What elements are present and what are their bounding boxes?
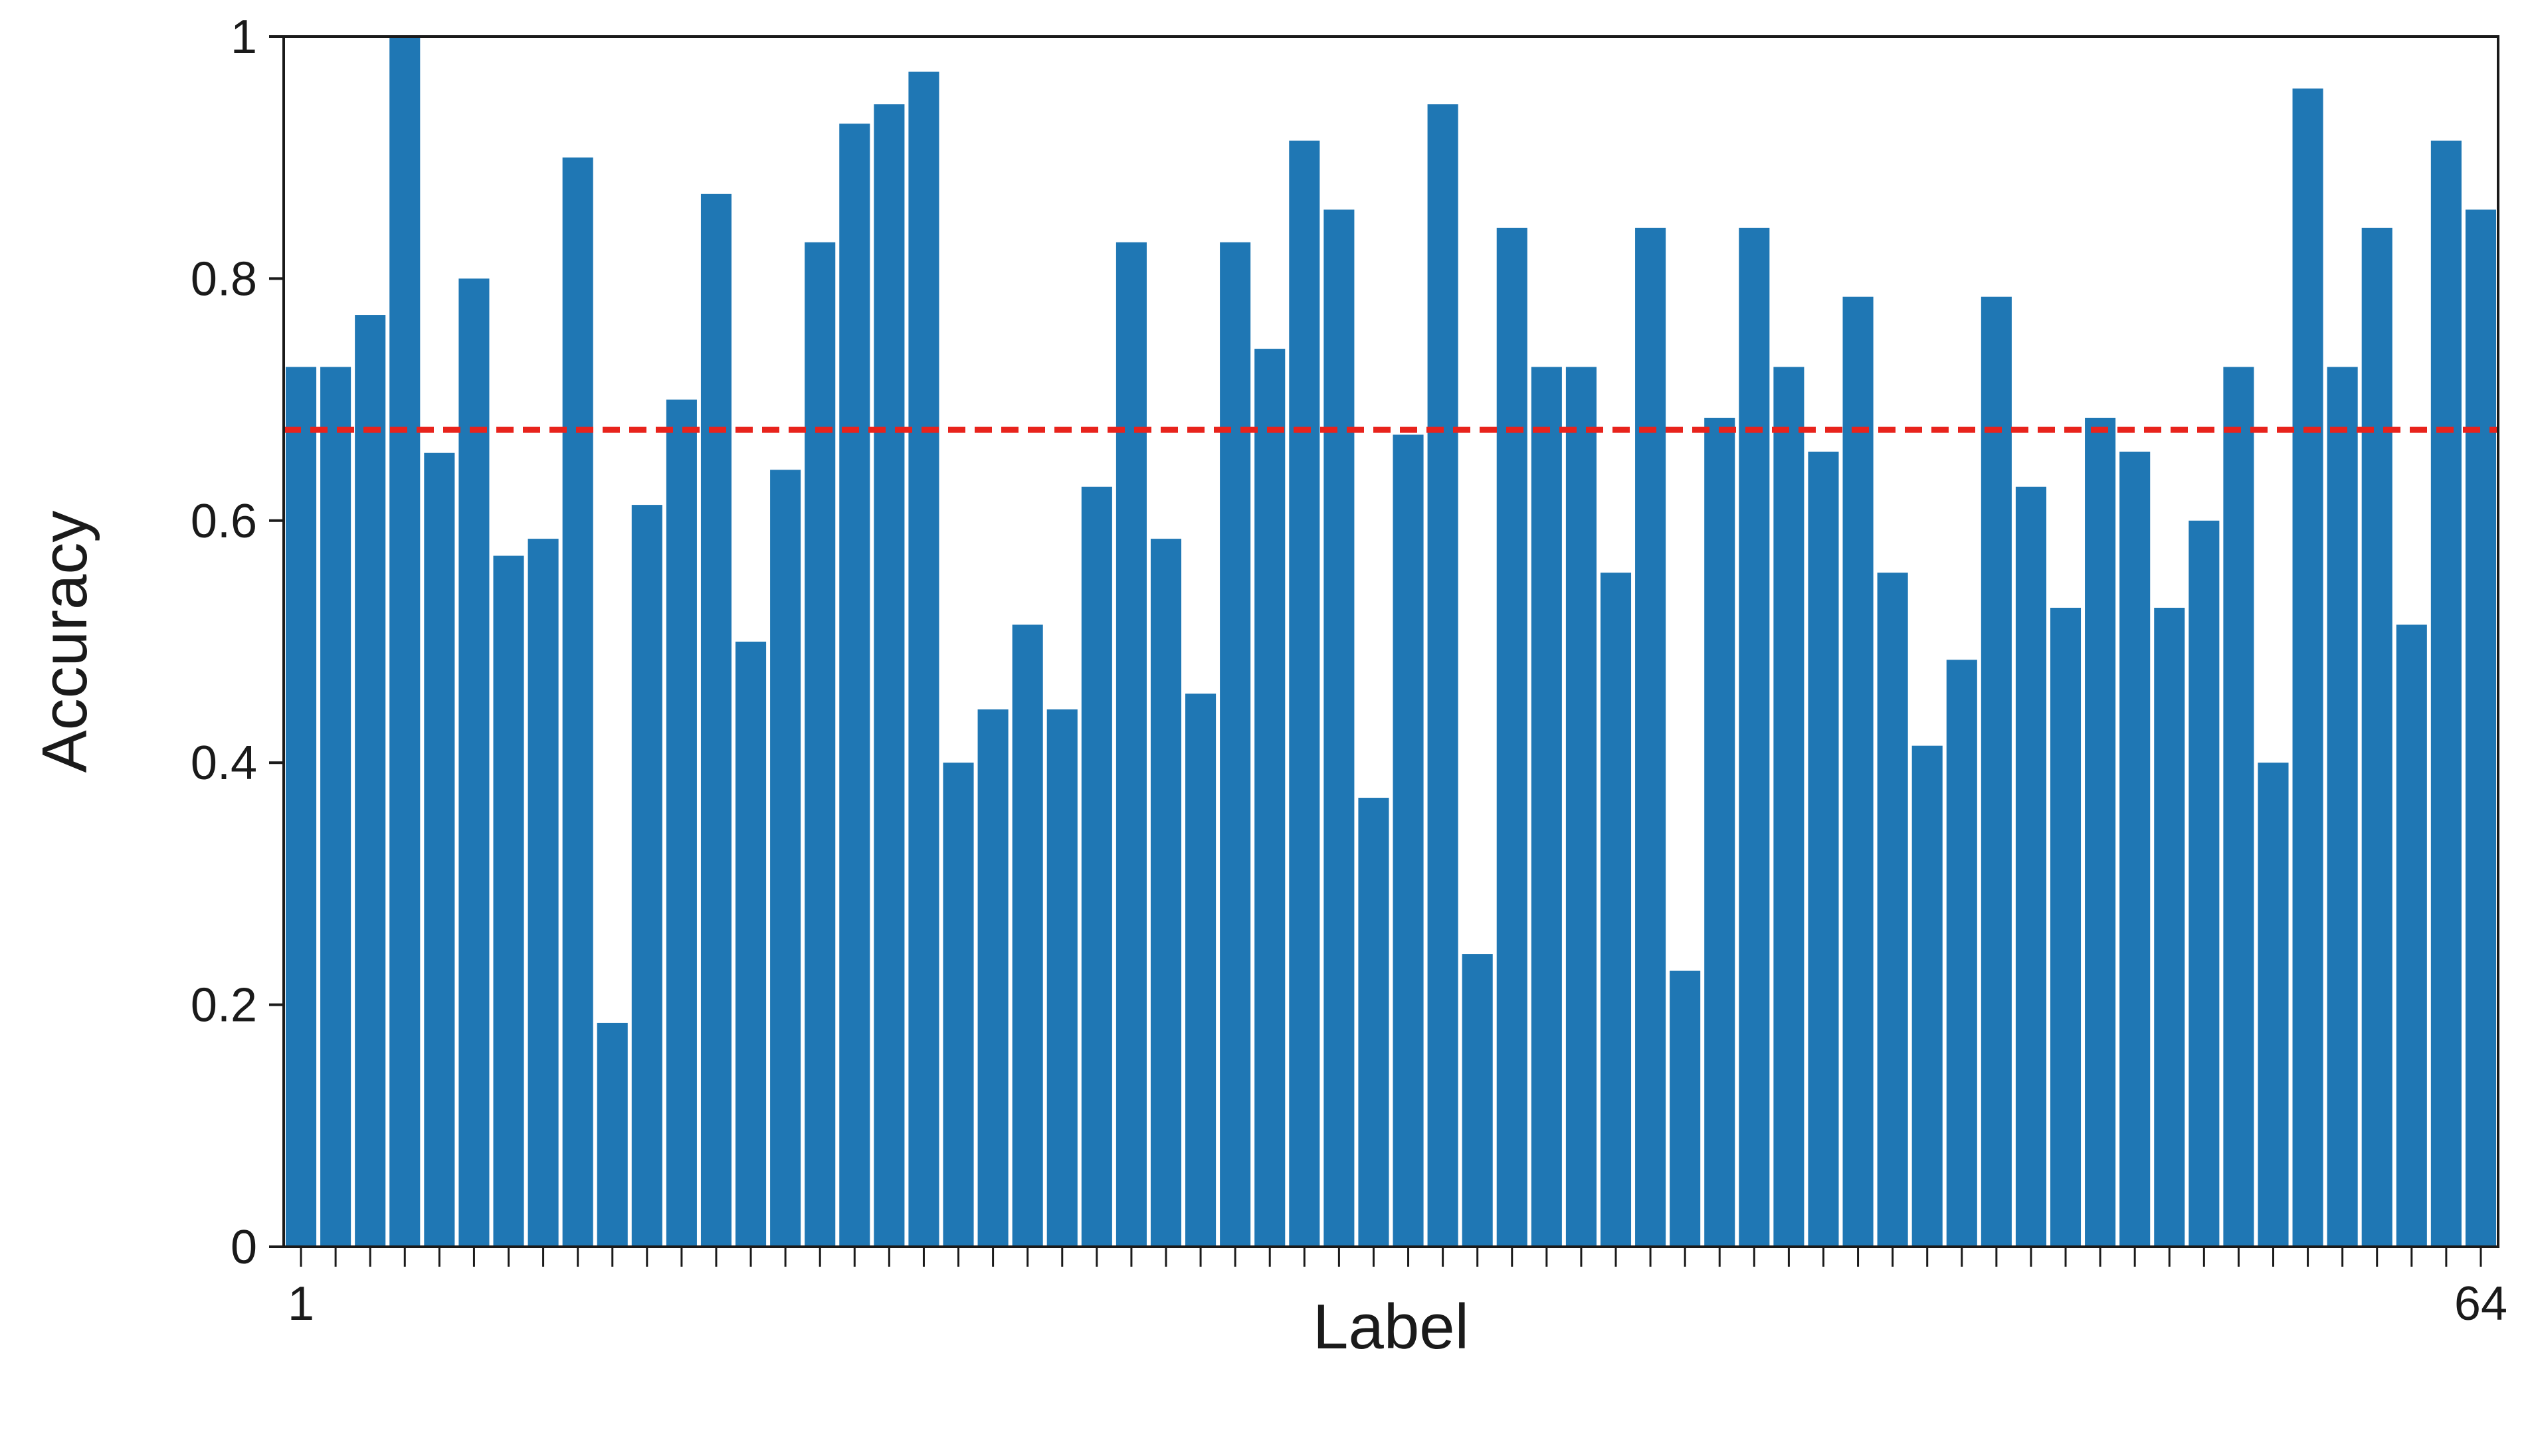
bar-label-20 [943,763,974,1247]
bar-label-43 [1739,227,1770,1247]
bar-label-2 [320,367,351,1247]
x-tick-label: 1 [288,1277,314,1330]
bars-layer [286,37,2496,1247]
bar-label-41 [1670,970,1701,1247]
x-tick-label: 64 [2454,1277,2507,1330]
bar-label-16 [805,242,836,1247]
bar-label-37 [1531,367,1562,1247]
bar-label-45 [1808,451,1839,1247]
bar-label-47 [1877,573,1908,1247]
bar-label-31 [1323,209,1355,1247]
bar-label-35 [1462,954,1493,1247]
bar-label-54 [2119,451,2151,1247]
bar-label-38 [1565,367,1597,1247]
bar-label-23 [1046,709,1078,1247]
axes-layer [282,35,2499,1248]
bar-label-53 [2085,417,2116,1247]
bar-label-25 [1116,242,1147,1247]
bar-label-56 [2189,520,2220,1247]
bar-label-12 [666,399,697,1247]
bar-label-24 [1081,486,1112,1247]
y-tick-label: 0.2 [191,979,257,1032]
bar-label-7 [493,555,524,1247]
bar-label-29 [1254,349,1286,1247]
y-tick-label: 1 [231,11,257,64]
bar-label-40 [1635,227,1666,1247]
bar-label-52 [2050,607,2082,1247]
bar-label-50 [1981,296,2012,1247]
bar-label-34 [1427,104,1458,1247]
bar-label-21 [977,709,1009,1247]
bar-label-32 [1358,798,1389,1247]
bar-label-26 [1150,539,1182,1247]
bar-label-9 [562,157,593,1247]
bar-label-57 [2223,367,2254,1247]
bar-label-58 [2258,763,2289,1247]
bar-label-28 [1220,242,1251,1247]
bar-label-6 [458,278,490,1247]
bar-label-27 [1185,693,1217,1247]
bar-label-11 [631,505,662,1247]
bar-label-44 [1773,367,1804,1247]
bar-label-5 [424,452,455,1247]
bar-label-33 [1393,434,1424,1247]
bar-label-62 [2396,624,2427,1247]
bar-label-8 [528,539,559,1247]
x-axis-title: Label [1313,1291,1469,1362]
bar-label-30 [1289,140,1320,1247]
bar-label-3 [355,315,386,1247]
bar-label-60 [2327,367,2358,1247]
labels-layer: 0 0.2 0.4 0.6 0.8 1 1 64 Label Accuracy [29,11,2507,1362]
bar-label-61 [2361,227,2392,1247]
bar-label-36 [1496,227,1527,1247]
y-tick-label: 0.8 [191,252,257,306]
bar-label-39 [1600,573,1632,1247]
bar-label-42 [1704,417,1735,1247]
bar-label-59 [2292,88,2323,1247]
bar-label-51 [2015,486,2046,1247]
bar-label-14 [735,642,767,1247]
bar-label-1 [286,367,317,1247]
bar-label-13 [700,193,732,1247]
y-tick-label: 0.4 [191,737,257,790]
bar-label-46 [1842,296,1874,1247]
bar-label-19 [908,71,939,1247]
bar-label-17 [839,124,870,1247]
bar-label-18 [874,104,905,1247]
bar-label-4 [389,37,421,1247]
bar-label-64 [2465,209,2496,1247]
y-tick-label: 0.6 [191,495,257,548]
bar-label-22 [1012,624,1043,1247]
y-tick-label: 0 [231,1221,257,1274]
bar-label-15 [770,470,801,1247]
ticks-layer [269,35,2482,1267]
bar-label-10 [597,1022,628,1247]
y-axis-title: Accuracy [29,511,100,773]
bar-label-48 [1911,745,1943,1247]
bar-label-55 [2154,607,2185,1247]
plot-frame [282,35,2499,1248]
bar-label-49 [1946,660,1977,1247]
bar-label-63 [2430,140,2462,1247]
